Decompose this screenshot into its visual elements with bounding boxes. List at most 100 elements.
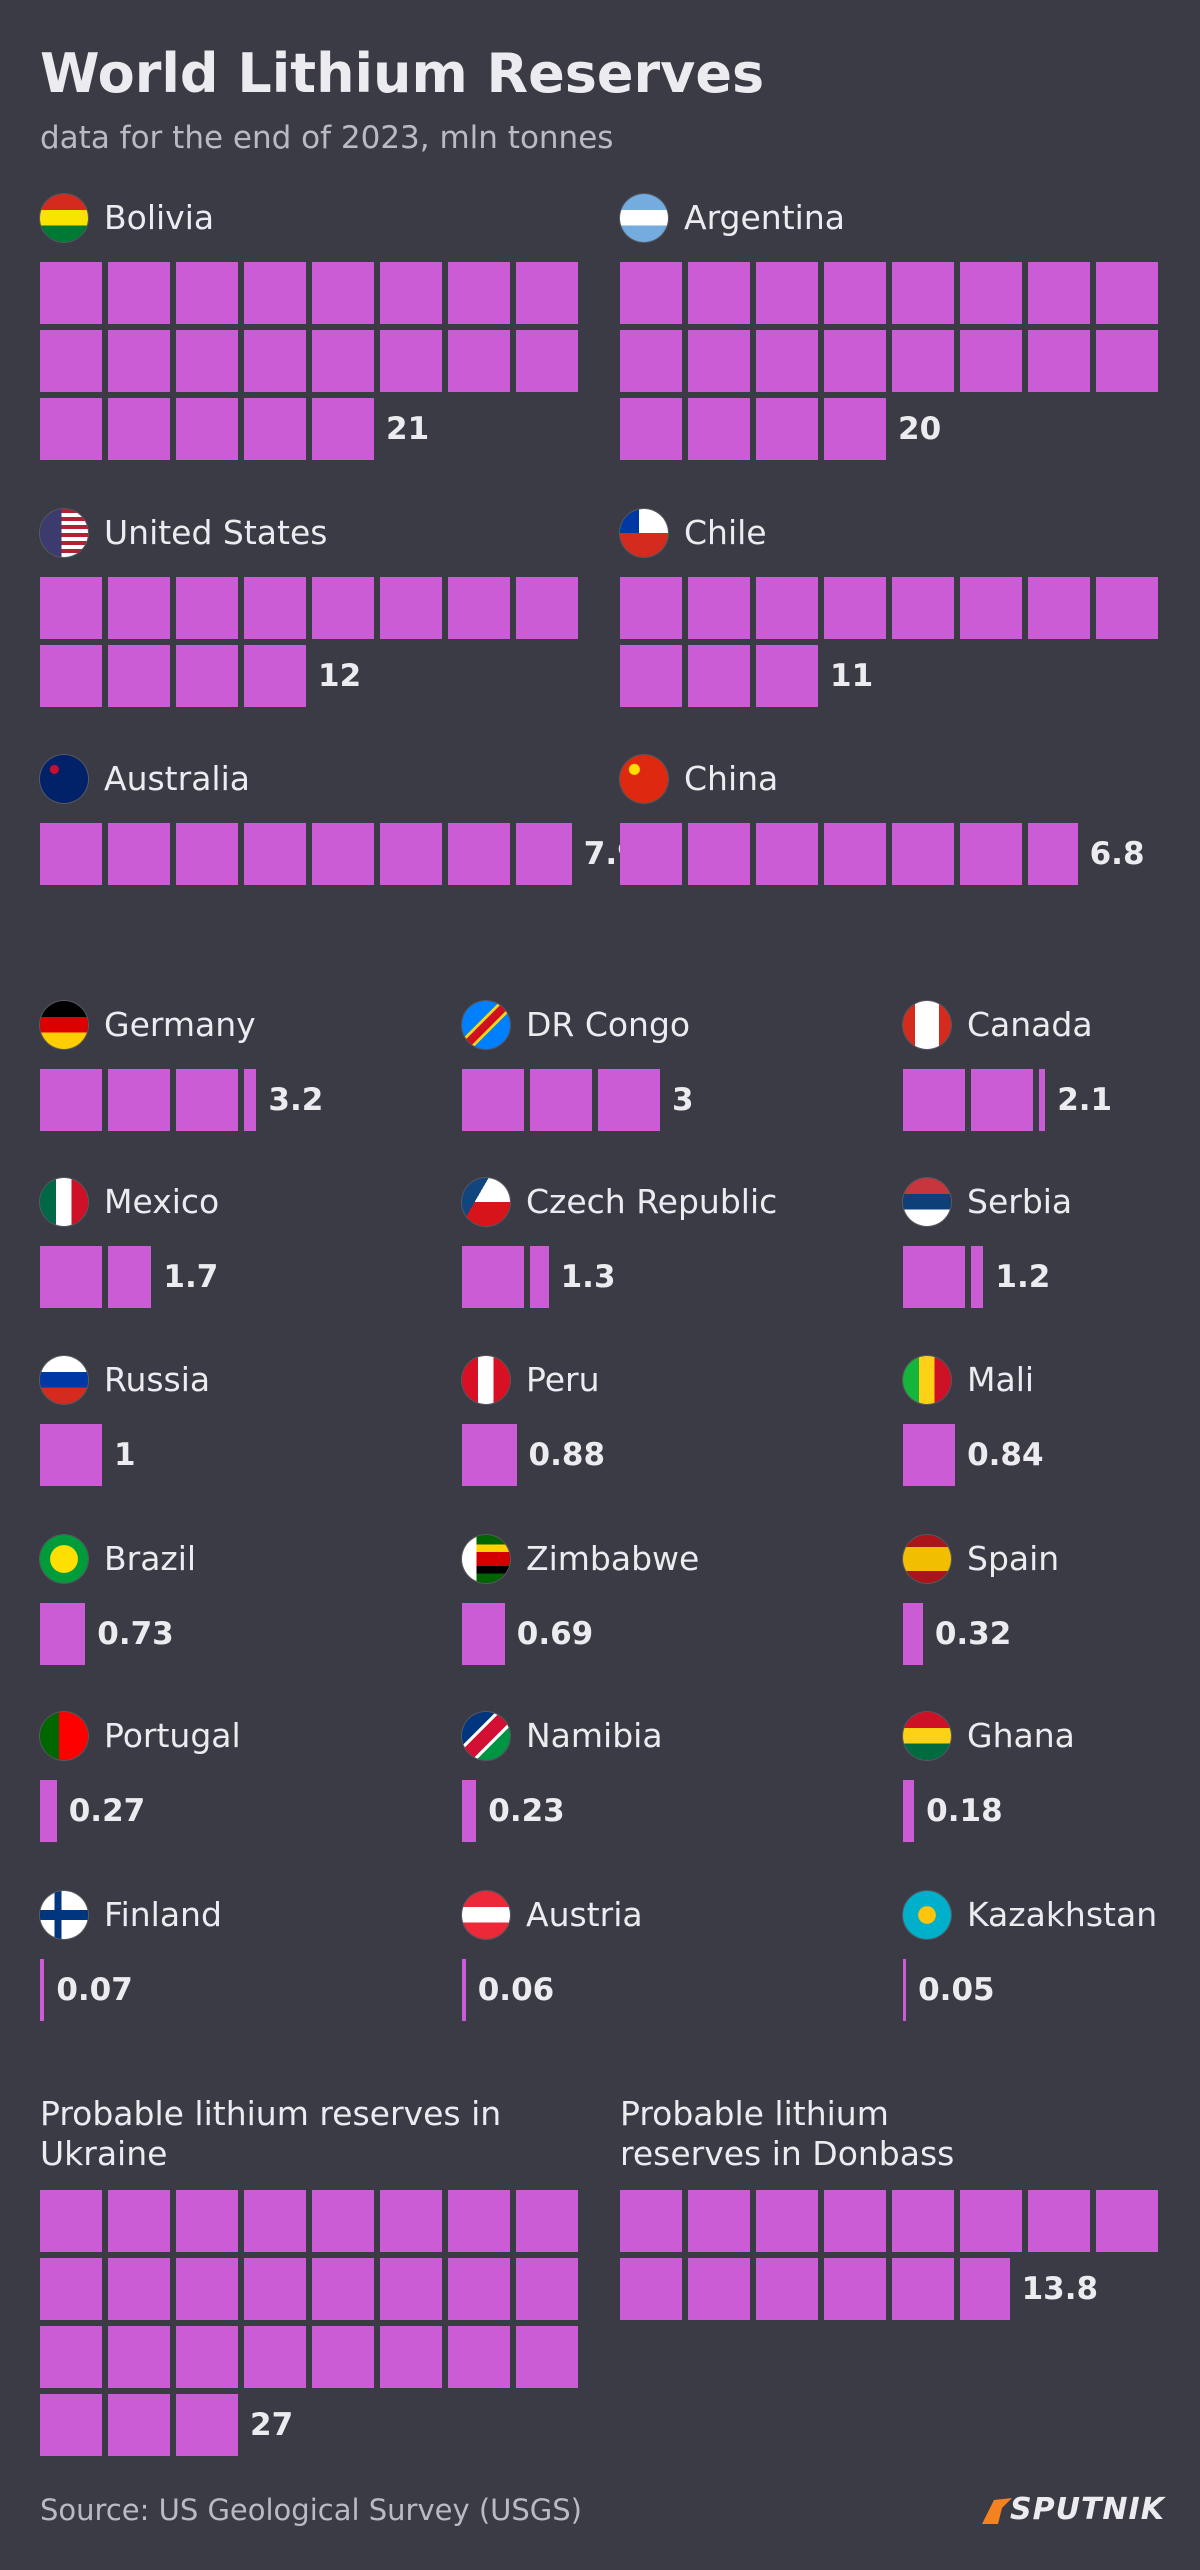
- country-label: Peru: [526, 1360, 600, 1399]
- unit-square: [40, 823, 102, 885]
- value-label: 0.69: [516, 1616, 594, 1652]
- unit-square: [903, 1069, 965, 1131]
- unit-square: [688, 2190, 750, 2252]
- unit-square: [516, 577, 578, 639]
- unit-square: [462, 1959, 466, 2021]
- value-label: 3: [672, 1082, 694, 1118]
- unit-square: [244, 2326, 306, 2388]
- unit-square: [244, 262, 306, 324]
- unit-square: [40, 2190, 102, 2252]
- unit-square: [448, 330, 510, 392]
- unit-square: [176, 262, 238, 324]
- unit-square: [1028, 330, 1090, 392]
- unit-square: [516, 262, 578, 324]
- value-label: 0.84: [967, 1437, 1044, 1473]
- chart-title: World Lithium Reserves: [40, 42, 765, 105]
- unit-square: [380, 330, 442, 392]
- value-label: 0.07: [56, 1972, 133, 2008]
- unit-square: [176, 2326, 238, 2388]
- chart-subtitle: data for the end of 2023, mln tonnes: [40, 120, 614, 156]
- value-label: 1.2: [995, 1259, 1051, 1295]
- unit-square: [960, 2258, 1010, 2320]
- country-label: United States: [104, 513, 328, 552]
- unit-square: [1039, 1069, 1046, 1131]
- unit-square: [176, 1069, 238, 1131]
- unit-square: [960, 823, 1022, 885]
- unit-square: [598, 1069, 660, 1131]
- country-label: Chile: [684, 513, 767, 552]
- unit-square: [824, 330, 886, 392]
- country-label: Germany: [104, 1005, 256, 1044]
- unit-square: [620, 823, 682, 885]
- country-flag: [620, 755, 668, 803]
- unit-square: [756, 262, 818, 324]
- unit-square: [380, 2258, 442, 2320]
- unit-square: [40, 1246, 102, 1308]
- unit-square: [380, 262, 442, 324]
- unit-square: [108, 330, 170, 392]
- unit-square: [244, 2258, 306, 2320]
- unit-square: [688, 823, 750, 885]
- unit-square: [40, 1424, 102, 1486]
- unit-square: [108, 823, 170, 885]
- unit-square: [960, 330, 1022, 392]
- unit-square: [516, 2258, 578, 2320]
- unit-square: [892, 823, 954, 885]
- unit-square: [40, 330, 102, 392]
- unit-square: [312, 2326, 374, 2388]
- unit-square: [380, 577, 442, 639]
- value-label: 12: [318, 658, 362, 694]
- country-flag: [903, 1178, 951, 1226]
- unit-square: [462, 1246, 524, 1308]
- unit-square: [176, 2258, 238, 2320]
- value-label: 0.18: [926, 1793, 1003, 1829]
- unit-square: [40, 2258, 102, 2320]
- unit-square: [40, 2326, 102, 2388]
- unit-square: [756, 823, 818, 885]
- unit-square: [1028, 2190, 1090, 2252]
- value-label: 2.1: [1057, 1082, 1113, 1118]
- unit-square: [756, 2258, 818, 2320]
- unit-square: [312, 262, 374, 324]
- unit-square: [620, 330, 682, 392]
- value-label: 0.05: [918, 1972, 995, 2008]
- country-flag: [462, 1178, 510, 1226]
- country-flag: [40, 1178, 88, 1226]
- unit-square: [40, 2394, 102, 2456]
- country-label: Finland: [104, 1895, 222, 1934]
- unit-square: [824, 577, 886, 639]
- unit-square: [960, 262, 1022, 324]
- unit-square: [960, 2190, 1022, 2252]
- unit-square: [892, 2190, 954, 2252]
- unit-square: [244, 823, 306, 885]
- unit-square: [756, 398, 818, 460]
- unit-square: [312, 2258, 374, 2320]
- unit-square: [688, 330, 750, 392]
- unit-square: [688, 2258, 750, 2320]
- value-label: 3.2: [268, 1082, 324, 1118]
- unit-square: [824, 2190, 886, 2252]
- unit-square: [903, 1246, 965, 1308]
- unit-square: [620, 398, 682, 460]
- unit-square: [688, 398, 750, 460]
- country-label: China: [684, 759, 779, 798]
- unit-square: [108, 1246, 152, 1308]
- brand-icon: [982, 2498, 1012, 2524]
- unit-square: [448, 577, 510, 639]
- value-label: 27: [250, 2407, 294, 2443]
- unit-square: [756, 330, 818, 392]
- country-label: Russia: [104, 1360, 211, 1399]
- unit-square: [892, 262, 954, 324]
- section-heading: Probable lithium reserves in Donbass: [620, 2094, 955, 2173]
- value-label: 11: [830, 658, 874, 694]
- unit-square: [108, 398, 170, 460]
- unit-square: [244, 330, 306, 392]
- country-flag: [40, 1891, 88, 1939]
- unit-square: [756, 645, 818, 707]
- unit-square: [380, 2326, 442, 2388]
- unit-square: [312, 577, 374, 639]
- unit-square: [824, 262, 886, 324]
- unit-square: [40, 262, 102, 324]
- country-label: DR Congo: [526, 1005, 691, 1044]
- unit-square: [108, 645, 170, 707]
